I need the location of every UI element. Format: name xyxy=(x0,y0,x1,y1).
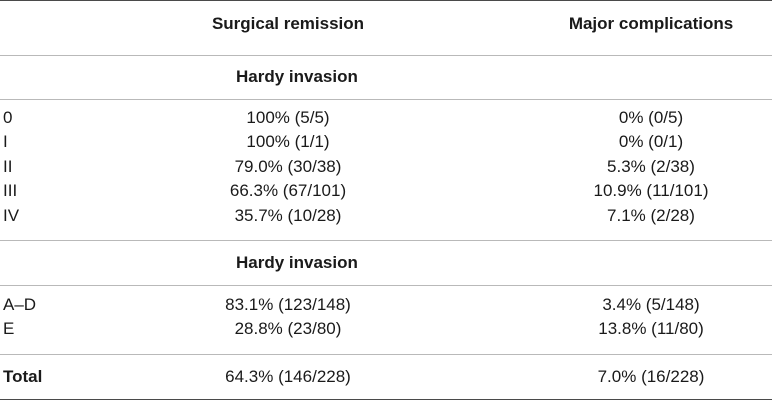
row-label: I xyxy=(3,132,8,151)
remission-value: 66.3% (67/101) xyxy=(229,181,347,200)
complications-value: 7.1% (2/28) xyxy=(607,206,695,225)
complications-value: 0% (0/5) xyxy=(618,108,684,127)
row-label: IV xyxy=(3,206,20,225)
column-header-surgical-remission: Surgical remission xyxy=(211,14,365,33)
section-title-hardy-invasion: Hardy invasion xyxy=(236,67,358,86)
total-rule xyxy=(0,354,772,355)
section-rule xyxy=(0,285,772,286)
table-top-rule xyxy=(0,0,772,1)
section-title-hardy-invasion: Hardy invasion xyxy=(236,253,358,272)
row-label: A–D xyxy=(3,295,37,314)
row-label: II xyxy=(3,157,13,176)
remission-value: 79.0% (30/38) xyxy=(234,157,342,176)
row-label: III xyxy=(3,181,18,200)
complications-value: 3.4% (5/148) xyxy=(602,295,700,314)
section-rule xyxy=(0,240,772,241)
remission-value: 35.7% (10/28) xyxy=(234,206,342,225)
complications-value: 5.3% (2/38) xyxy=(607,157,695,176)
total-label: Total xyxy=(3,367,43,386)
column-header-major-complications: Major complications xyxy=(568,14,734,33)
section-rule xyxy=(0,99,772,100)
complications-value: 10.9% (11/101) xyxy=(593,181,709,200)
complications-value: 13.8% (11/80) xyxy=(598,319,704,338)
remission-value: 100% (5/5) xyxy=(246,108,330,127)
complications-value: 0% (0/1) xyxy=(618,132,684,151)
remission-value: 100% (1/1) xyxy=(246,132,330,151)
total-complications-value: 7.0% (16/228) xyxy=(597,367,705,386)
header-rule xyxy=(0,55,772,56)
row-label: 0 xyxy=(3,108,13,127)
remission-value: 28.8% (23/80) xyxy=(234,319,342,338)
row-label: E xyxy=(3,319,15,338)
remission-value: 83.1% (123/148) xyxy=(225,295,351,314)
total-remission-value: 64.3% (146/228) xyxy=(225,367,351,386)
